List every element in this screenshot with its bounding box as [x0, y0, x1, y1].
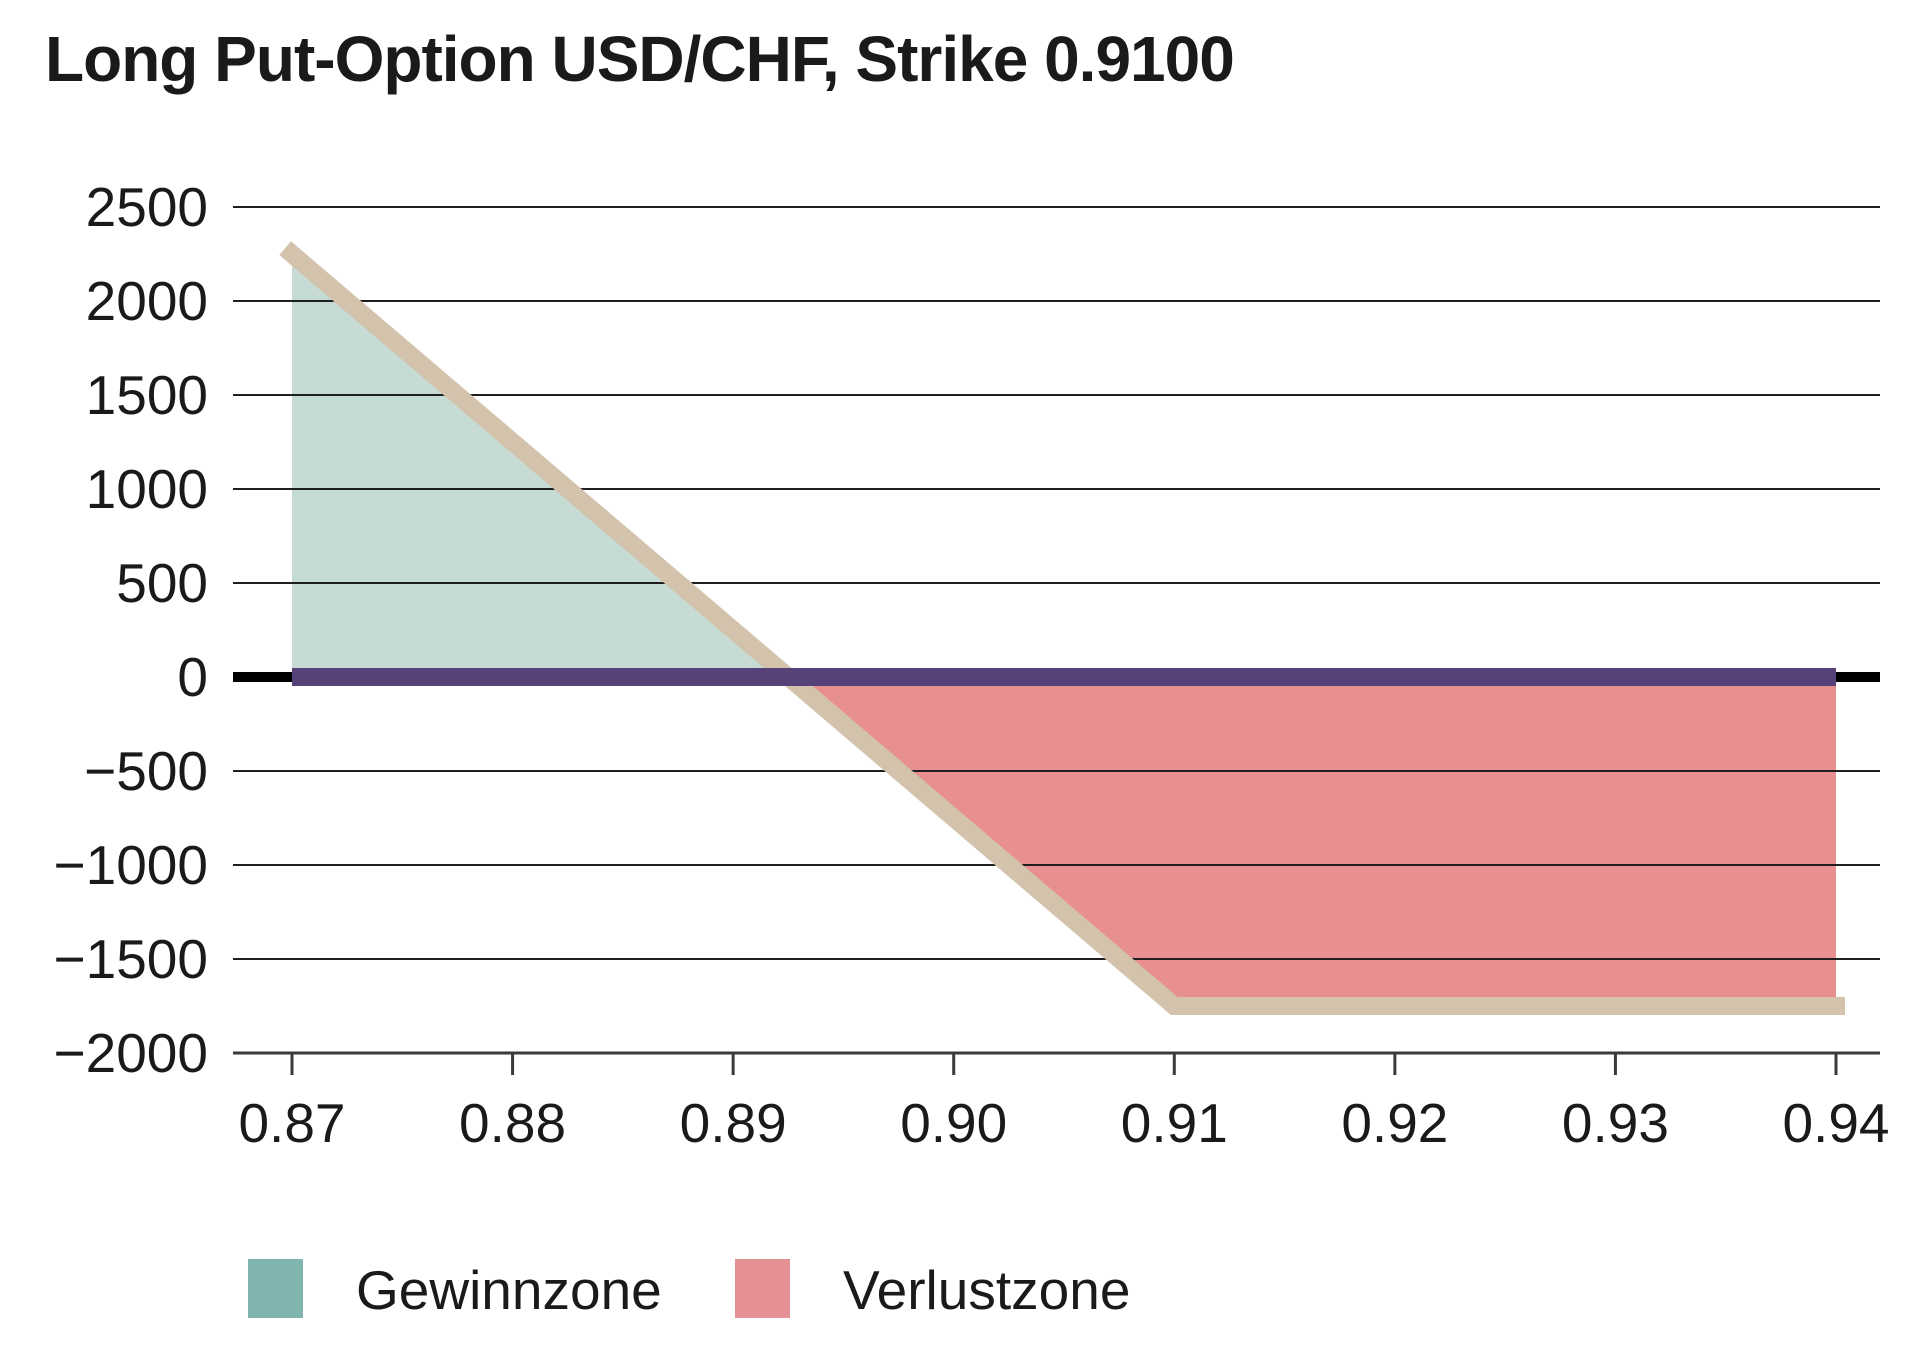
x-tick-label-0.94: 0.94: [1782, 1092, 1889, 1154]
verlustzone-swatch: [735, 1258, 790, 1318]
x-tick-label-0.93: 0.93: [1562, 1092, 1669, 1154]
zone-verlustzone: [788, 677, 1837, 1006]
chart-title: Long Put-Option USD/CHF, Strike 0.9100: [45, 23, 1235, 95]
gewinnzone-label: Gewinnzone: [356, 1258, 662, 1321]
y-tick-label--1000: −1000: [54, 834, 208, 896]
legend-item-verlustzone: Verlustzone: [735, 1258, 1130, 1318]
y-tick-label--1500: −1500: [54, 928, 208, 990]
legend-item-gewinnzone: Gewinnzone: [248, 1258, 662, 1318]
y-tick-label-500: 500: [116, 552, 208, 614]
x-tick-label-0.92: 0.92: [1341, 1092, 1448, 1154]
gewinnzone-swatch: [248, 1258, 303, 1318]
y-tick-label-2500: 2500: [86, 176, 208, 238]
payoff-line: [279, 241, 1845, 1015]
x-tick-label-0.87: 0.87: [238, 1092, 345, 1154]
y-tick-label--500: −500: [84, 740, 208, 802]
x-tick-label-0.89: 0.89: [680, 1092, 787, 1154]
y-tick-label-2000: 2000: [86, 270, 208, 332]
x-tick-label-0.88: 0.88: [459, 1092, 566, 1154]
y-tick-label--2000: −2000: [54, 1022, 208, 1084]
y-tick-label-0: 0: [177, 646, 208, 708]
x-tick-label-0.90: 0.90: [900, 1092, 1007, 1154]
verlustzone-label: Verlustzone: [843, 1258, 1131, 1321]
x-tick-label-0.91: 0.91: [1121, 1092, 1228, 1154]
y-tick-label-1000: 1000: [86, 458, 208, 520]
y-tick-label-1500: 1500: [86, 364, 208, 426]
